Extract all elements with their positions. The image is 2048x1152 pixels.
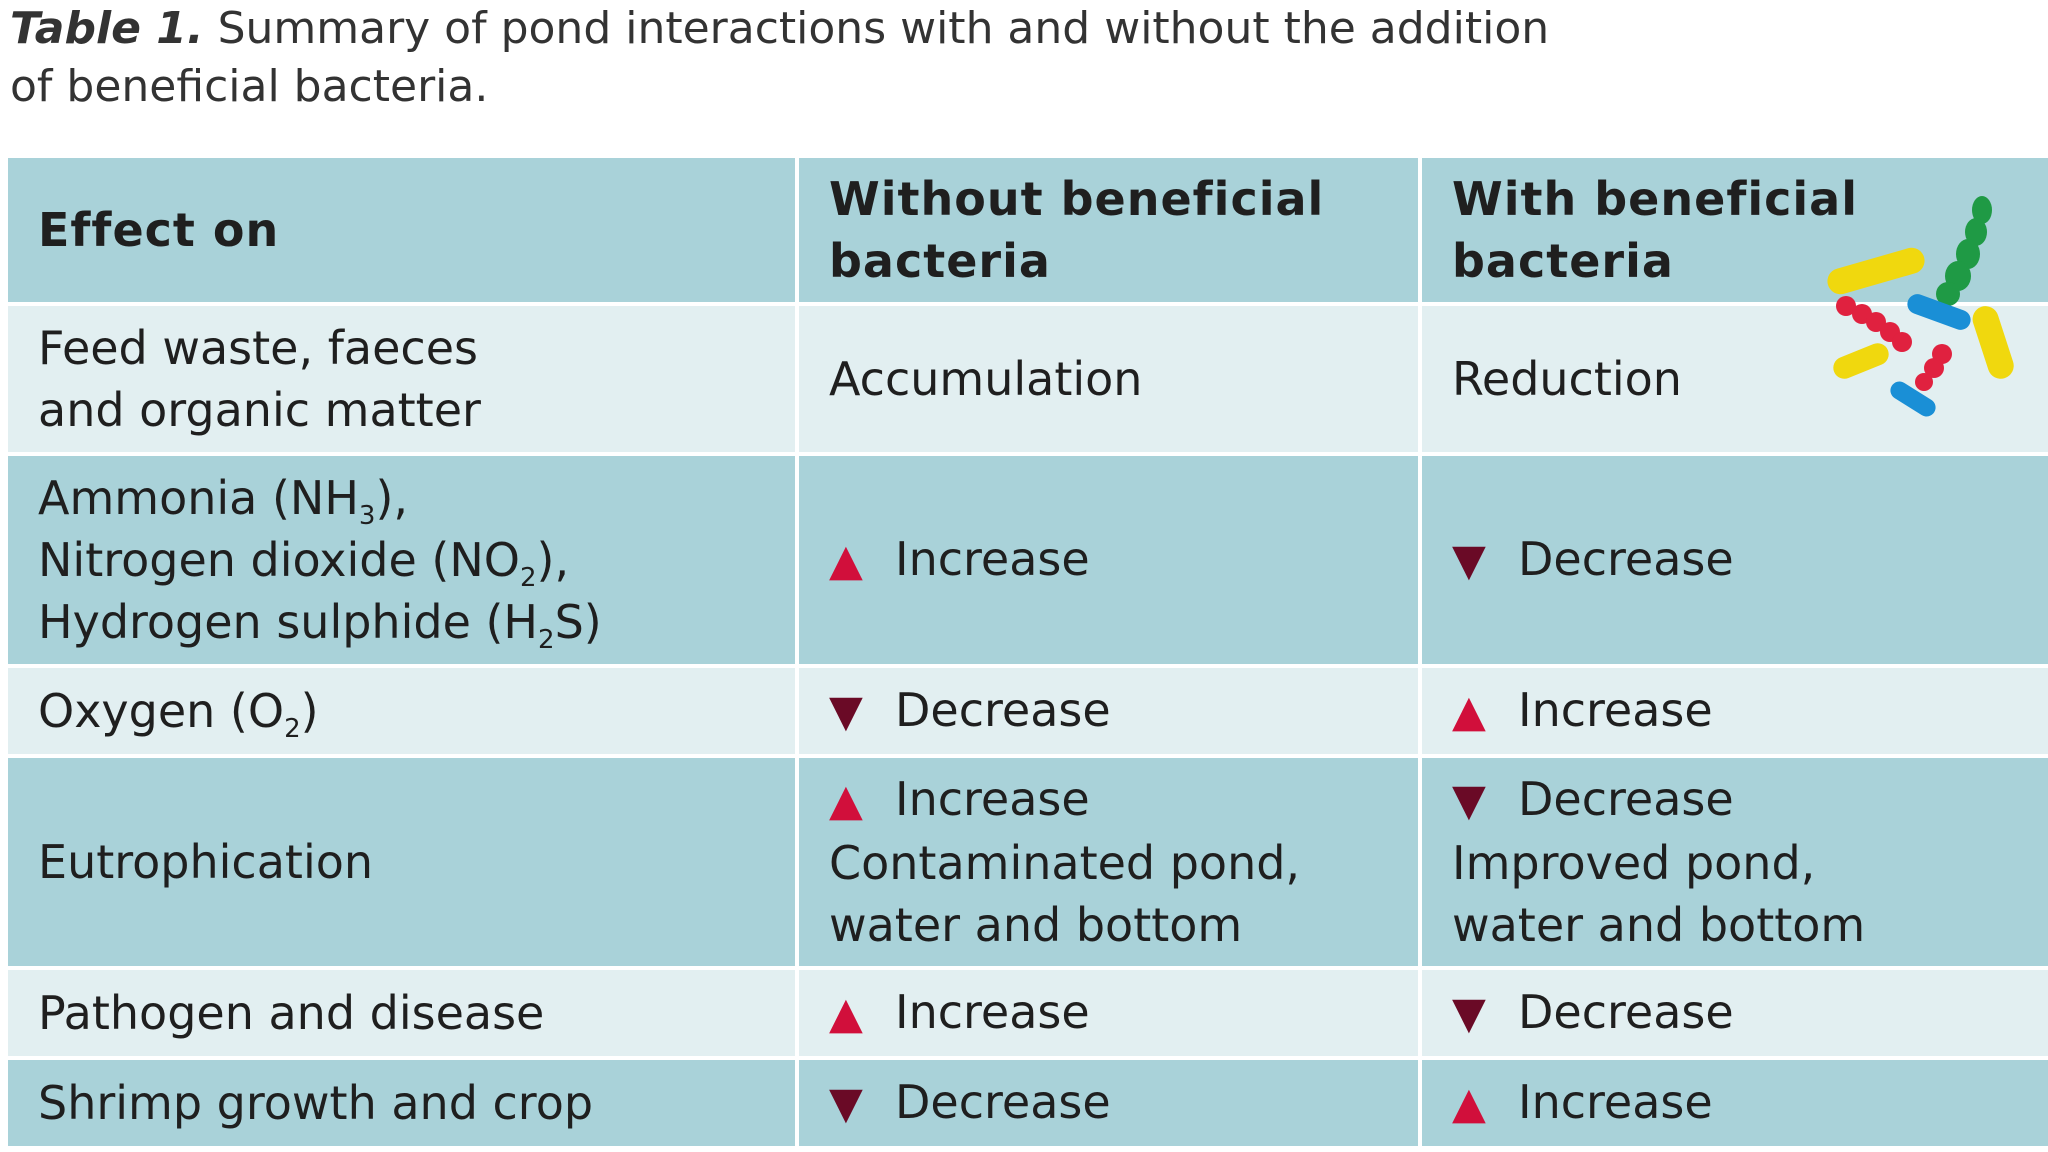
with-cell: ▼ Decrease — [1422, 970, 2048, 1060]
with-cell: ▲ Increase — [1422, 1060, 2048, 1150]
blue-bacteria-icon — [1890, 294, 1971, 417]
table-caption: Table 1. Summary of pond interactions wi… — [10, 0, 1549, 116]
effect-cell: Pathogen and disease — [8, 970, 799, 1060]
increase-arrow-icon: ▲ — [829, 988, 863, 1039]
decrease-arrow-icon: ▼ — [1452, 535, 1486, 586]
yellow-bacteria-icon — [1827, 247, 2014, 379]
increase-arrow-icon: ▲ — [829, 535, 863, 586]
table-header-row: Effect on Without beneficial bacteria Wit… — [8, 158, 2048, 306]
with-cell: ▼ Decrease Improved pond, water and bottom — [1422, 758, 2048, 970]
without-cell: ▲ Increase — [799, 970, 1422, 1060]
effect-cell: Feed waste, faeces and organic matter — [8, 306, 799, 456]
increase-arrow-icon: ▲ — [1452, 1078, 1486, 1129]
effect-cell: Shrimp growth and crop — [8, 1060, 799, 1150]
header-effect-on: Effect on — [8, 158, 799, 306]
decrease-arrow-icon: ▼ — [1452, 988, 1486, 1039]
caption-text-2: of beneficial bacteria. — [10, 61, 489, 112]
effect-cell: Eutrophication — [8, 758, 799, 970]
table-row: Eutrophication ▲ Increase Contaminated pon… — [8, 758, 2048, 970]
without-cell: Accumulation — [799, 306, 1422, 456]
decrease-arrow-icon: ▼ — [829, 1078, 863, 1129]
caption-label: Table 1. — [10, 3, 204, 54]
decrease-arrow-icon: ▼ — [1452, 775, 1486, 826]
table-row: Ammonia (NH3), Nitrogen dioxide (NO2), H… — [8, 456, 2048, 668]
without-cell: ▲ Increase Contaminated pond, water and bot… — [799, 758, 1422, 970]
without-cell: ▼ Decrease — [799, 1060, 1422, 1150]
without-cell: ▲ Increase — [799, 456, 1422, 668]
with-cell: ▼ Decrease — [1422, 456, 2048, 668]
green-bacteria-icon — [1936, 196, 1992, 306]
comparison-table: Effect on Without beneficial bacteria Wit… — [8, 158, 2048, 1150]
header-without: Without beneficial bacteria — [799, 158, 1422, 306]
with-cell: ▲ Increase — [1422, 668, 2048, 758]
table-row: Oxygen (O2) ▼ Decrease ▲ Increase — [8, 668, 2048, 758]
caption-line-1: Table 1. Summary of pond interactions wi… — [10, 0, 1549, 58]
effect-cell: Oxygen (O2) — [8, 668, 799, 758]
table-row: Pathogen and disease ▲ Increase ▼ Decrease — [8, 970, 2048, 1060]
without-cell: ▼ Decrease — [799, 668, 1422, 758]
red-bacteria-icon — [1836, 296, 1952, 391]
caption-text-1: Summary of pond interactions with and wi… — [217, 3, 1550, 54]
effect-cell: Ammonia (NH3), Nitrogen dioxide (NO2), H… — [8, 456, 799, 668]
with-cell: Reduction — [1422, 306, 2048, 456]
bacteria-illustration — [1827, 196, 2014, 417]
header-with: With beneficial bacteria — [1422, 158, 2048, 306]
increase-arrow-icon: ▲ — [1452, 686, 1486, 737]
increase-arrow-icon: ▲ — [829, 775, 863, 826]
decrease-arrow-icon: ▼ — [829, 686, 863, 737]
table-row: Shrimp growth and crop ▼ Decrease ▲ Increa… — [8, 1060, 2048, 1150]
table-row: Feed waste, faeces and organic matter Acc… — [8, 306, 2048, 456]
